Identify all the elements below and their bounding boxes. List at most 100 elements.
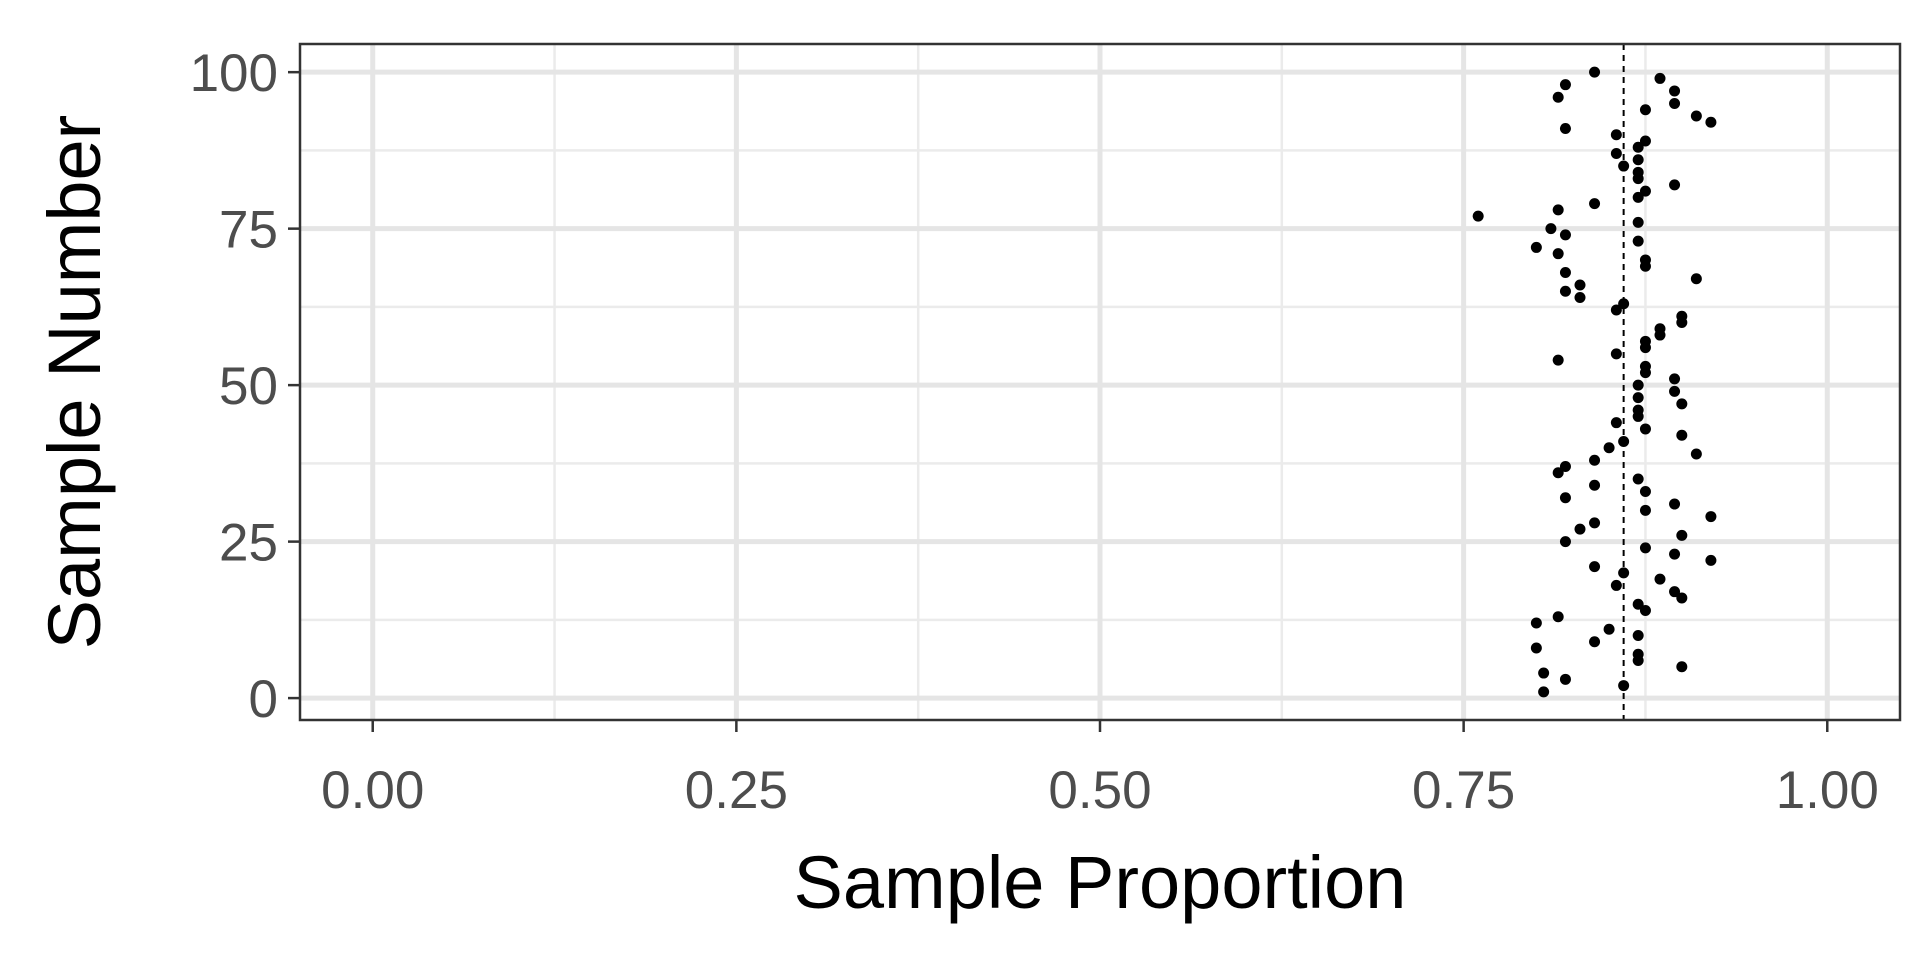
data-point (1552, 354, 1564, 366)
data-point (1669, 85, 1681, 97)
data-point (1618, 160, 1630, 172)
data-point (1669, 385, 1681, 397)
data-point (1559, 266, 1571, 278)
y-tick-label: 50 (219, 357, 278, 416)
data-point (1690, 273, 1702, 285)
data-point (1676, 661, 1688, 673)
data-point (1639, 423, 1651, 435)
data-point (1559, 673, 1571, 685)
data-point (1632, 648, 1644, 660)
data-point (1559, 79, 1571, 91)
data-points (1472, 66, 1717, 698)
data-point (1632, 154, 1644, 166)
x-tick-label: 0.50 (1048, 761, 1151, 820)
data-point (1618, 435, 1630, 447)
data-point (1538, 667, 1550, 679)
data-point (1639, 504, 1651, 516)
y-tick-label: 75 (219, 201, 278, 260)
data-point (1530, 617, 1542, 629)
data-point (1676, 529, 1688, 541)
data-point (1639, 360, 1651, 372)
data-point (1552, 467, 1564, 479)
x-axis-title: Sample Proportion (794, 841, 1407, 924)
data-point (1690, 448, 1702, 460)
data-point (1610, 148, 1622, 160)
x-tick-label: 0.25 (685, 761, 788, 820)
data-point (1632, 191, 1644, 203)
data-point (1603, 623, 1615, 635)
data-point (1603, 442, 1615, 454)
data-point (1559, 285, 1571, 297)
data-point (1589, 66, 1601, 78)
data-point (1639, 254, 1651, 266)
data-point (1705, 511, 1717, 523)
data-point (1618, 298, 1630, 310)
data-point (1669, 548, 1681, 560)
data-point (1589, 479, 1601, 491)
data-point (1618, 680, 1630, 692)
data-point (1654, 72, 1666, 84)
data-point (1676, 398, 1688, 410)
data-point (1632, 216, 1644, 228)
data-point (1632, 379, 1644, 391)
data-point (1559, 229, 1571, 241)
major-gridlines (300, 44, 1900, 720)
data-point (1690, 110, 1702, 122)
data-point (1552, 611, 1564, 623)
data-point (1545, 223, 1557, 235)
data-point (1632, 235, 1644, 247)
axis-tick-labels: 0.00 0.25 0.50 0.75 1.00 0 25 50 75 100 (190, 44, 1879, 820)
y-tick-label: 0 (249, 670, 278, 729)
data-point (1552, 91, 1564, 103)
data-point (1589, 454, 1601, 466)
data-point (1639, 542, 1651, 554)
data-point (1654, 323, 1666, 335)
data-point (1676, 310, 1688, 322)
data-point (1639, 335, 1651, 347)
data-point (1669, 373, 1681, 385)
x-tick-label: 0.75 (1412, 761, 1515, 820)
y-axis-title: Sample Number (33, 115, 116, 650)
data-point (1538, 686, 1550, 698)
y-tick-label: 100 (190, 44, 278, 103)
data-point (1669, 498, 1681, 510)
data-point (1632, 630, 1644, 641)
data-point (1639, 135, 1651, 147)
data-point (1530, 642, 1542, 654)
data-point (1632, 392, 1644, 404)
data-point (1676, 429, 1688, 441)
data-point (1669, 179, 1681, 191)
data-point (1632, 141, 1644, 153)
data-point (1632, 473, 1644, 485)
data-point (1669, 586, 1681, 598)
data-point (1530, 241, 1542, 253)
data-point (1639, 486, 1651, 498)
data-point (1559, 492, 1571, 504)
data-point (1705, 116, 1717, 128)
data-point (1574, 292, 1586, 303)
data-point (1610, 417, 1622, 429)
data-point (1559, 123, 1571, 134)
data-point (1574, 523, 1586, 535)
data-point (1618, 567, 1630, 579)
y-tick-label: 25 (219, 514, 278, 573)
x-tick-label: 1.00 (1776, 761, 1879, 820)
data-point (1639, 604, 1651, 616)
data-point (1632, 404, 1644, 416)
data-point (1574, 279, 1586, 291)
data-point (1639, 185, 1651, 197)
x-tick-label: 0.00 (321, 761, 424, 820)
data-point (1610, 348, 1622, 360)
data-point (1559, 461, 1571, 472)
data-point (1610, 579, 1622, 591)
data-point (1654, 573, 1666, 585)
data-point (1589, 561, 1601, 573)
data-point (1472, 210, 1484, 222)
data-point (1632, 166, 1644, 178)
data-point (1639, 104, 1651, 116)
data-point (1589, 198, 1601, 210)
axis-ticks (288, 70, 1829, 732)
data-point (1669, 97, 1681, 109)
data-point (1589, 517, 1601, 529)
